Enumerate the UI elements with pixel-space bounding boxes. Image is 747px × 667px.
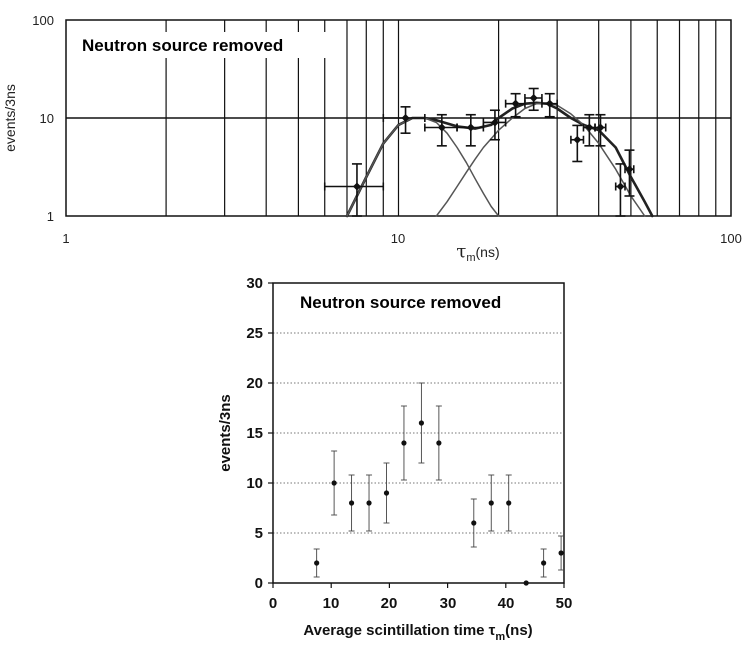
bottom-x-tick-label: 0 xyxy=(269,595,277,612)
bottom-x-axis-unit: (ns) xyxy=(505,622,533,639)
bottom-tick-marks xyxy=(268,282,565,588)
top-plot-frame xyxy=(65,19,732,217)
bottom-x-tick-label: 50 xyxy=(556,595,573,612)
bottom-y-tick-label: 25 xyxy=(246,325,263,342)
bottom-x-tick-label: 40 xyxy=(498,595,515,612)
bottom-plot-frame xyxy=(272,282,565,584)
top-total-fit-curve xyxy=(345,101,654,218)
bottom-y-tick-label: 15 xyxy=(246,425,263,442)
top-data-point xyxy=(625,165,634,174)
top-component-curve xyxy=(435,102,646,217)
top-y-tick-label: 10 xyxy=(40,111,54,126)
bottom-data-point xyxy=(488,500,494,506)
top-data-point xyxy=(545,99,554,108)
bottom-x-axis-main: Average scintillation time τ xyxy=(303,622,495,639)
bottom-y-tick-label: 0 xyxy=(255,575,263,592)
bottom-y-tick-label: 20 xyxy=(246,375,263,392)
bottom-data-point xyxy=(506,500,512,506)
bottom-data-point xyxy=(383,490,390,496)
top-x-tick-label: 100 xyxy=(720,231,742,246)
bottom-chart: Neutron source removed 0 5 10 15 20 25 3… xyxy=(217,275,572,643)
bottom-x-tick-label: 20 xyxy=(381,595,398,612)
top-data-point xyxy=(585,123,594,132)
top-data-point xyxy=(437,123,446,132)
top-y-axis-title: events/3ns xyxy=(2,84,18,152)
bottom-x-axis-subscript: m xyxy=(495,631,505,643)
top-component-curve xyxy=(346,117,500,217)
top-annotation: Neutron source removed xyxy=(82,36,283,55)
bottom-x-axis-title: Average scintillation time τm(ns) xyxy=(303,622,532,643)
bottom-y-tick-label: 10 xyxy=(246,475,263,492)
top-x-tick-label: 1 xyxy=(62,231,69,246)
top-data-point xyxy=(529,93,538,102)
top-data-point xyxy=(616,182,625,191)
bottom-data-points xyxy=(313,382,565,586)
top-data-point xyxy=(466,123,475,132)
top-chart: Neutron source removed 1 10 100 1 10 100… xyxy=(2,13,742,264)
bottom-data-point xyxy=(366,500,372,506)
top-data-point xyxy=(401,114,410,122)
top-annotation-box xyxy=(74,32,326,58)
bottom-data-point xyxy=(401,440,407,446)
bottom-x-tick-label: 10 xyxy=(323,595,340,612)
bottom-data-point xyxy=(436,440,442,446)
top-data-points xyxy=(323,87,635,217)
top-x-axis-symbol: τ xyxy=(456,241,466,262)
bottom-data-point xyxy=(331,480,337,486)
top-data-point xyxy=(490,118,499,127)
bottom-data-point xyxy=(471,520,477,526)
top-data-point xyxy=(573,135,582,144)
bottom-data-point xyxy=(523,580,529,586)
top-y-tick-label: 100 xyxy=(32,13,54,28)
top-y-tick-label: 1 xyxy=(47,209,54,224)
top-x-axis-unit: (ns) xyxy=(476,244,500,260)
bottom-grid xyxy=(273,332,564,534)
top-data-point xyxy=(596,123,605,132)
bottom-data-point xyxy=(348,500,355,506)
bottom-y-tick-label: 30 xyxy=(246,275,263,292)
bottom-data-point xyxy=(418,420,425,426)
top-x-axis-subscript: m xyxy=(466,252,475,264)
bottom-data-point xyxy=(314,560,320,566)
top-data-point xyxy=(352,182,361,191)
bottom-data-point xyxy=(558,550,564,556)
top-fit-curves xyxy=(345,101,654,218)
bottom-annotation: Neutron source removed xyxy=(300,293,501,312)
top-data-point xyxy=(511,99,520,108)
bottom-y-axis-title: events/3ns xyxy=(217,394,234,472)
bottom-x-tick-label: 30 xyxy=(440,595,457,612)
bottom-y-tick-label: 5 xyxy=(255,525,263,542)
top-x-axis-title: τm(ns) xyxy=(456,241,499,264)
top-x-tick-label: 10 xyxy=(391,231,405,246)
bottom-data-point xyxy=(541,560,547,566)
